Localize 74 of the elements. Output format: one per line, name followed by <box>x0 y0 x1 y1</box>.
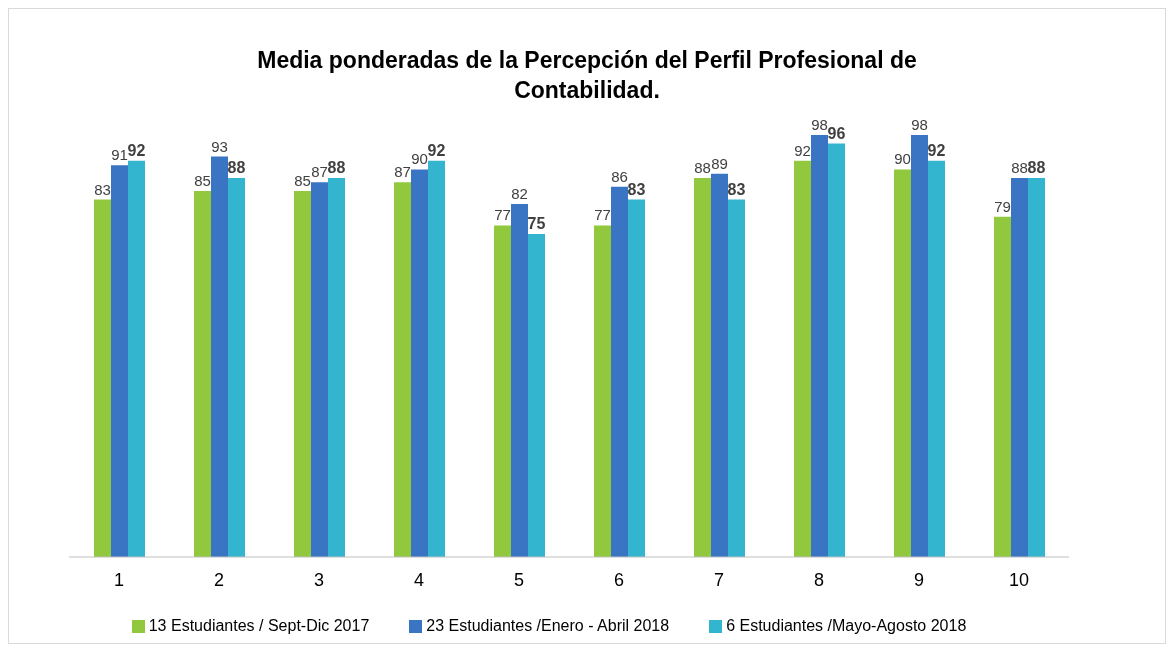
data-label: 91 <box>111 146 128 164</box>
bar <box>228 178 245 557</box>
data-label: 89 <box>711 154 728 172</box>
data-label: 77 <box>494 206 511 224</box>
data-label: 93 <box>211 137 228 155</box>
bar <box>594 225 611 557</box>
data-label: 77 <box>594 206 611 224</box>
data-label: 88 <box>1027 159 1046 177</box>
bar <box>294 190 311 557</box>
bar <box>528 234 545 557</box>
x-tick-label: 8 <box>813 569 825 590</box>
x-tick-label: 10 <box>1008 569 1030 590</box>
bar <box>494 225 511 557</box>
legend-label: 23 Estudiantes /Enero - Abril 2018 <box>426 617 670 634</box>
bar <box>1011 178 1028 557</box>
bar <box>411 169 428 557</box>
data-label: 87 <box>311 163 328 181</box>
data-label: 83 <box>627 180 646 198</box>
legend-label: 6 Estudiantes /Mayo-Agosto 2018 <box>726 617 967 634</box>
bar <box>794 160 811 557</box>
bar <box>611 186 628 557</box>
bar <box>511 203 528 557</box>
data-label: 92 <box>927 141 946 159</box>
legend-label: 13 Estudiantes / Sept-Dic 2017 <box>148 617 370 634</box>
bar <box>811 135 828 557</box>
bar <box>628 199 645 557</box>
bar <box>911 135 928 557</box>
data-label: 83 <box>727 180 746 198</box>
x-tick-label: 1 <box>113 569 125 590</box>
bar <box>711 173 728 557</box>
data-label: 85 <box>294 171 311 189</box>
bar <box>694 178 711 557</box>
x-tick-label: 5 <box>513 569 525 590</box>
data-label: 79 <box>994 197 1011 215</box>
data-label: 87 <box>394 163 411 181</box>
bar <box>894 169 911 557</box>
data-label: 88 <box>327 159 346 177</box>
data-label: 88 <box>1011 159 1028 177</box>
data-label: 98 <box>911 116 928 133</box>
bar <box>1028 178 1045 557</box>
bar <box>428 160 445 557</box>
data-label: 83 <box>94 180 111 198</box>
bar <box>94 199 111 557</box>
bar <box>128 160 145 557</box>
bar <box>328 178 345 557</box>
bar <box>111 165 128 557</box>
x-tick-label: 4 <box>413 569 425 590</box>
bar <box>728 199 745 557</box>
data-label: 96 <box>827 124 846 142</box>
x-tick-label: 3 <box>313 569 325 590</box>
bar <box>828 143 845 557</box>
data-label: 90 <box>894 150 911 168</box>
data-label: 92 <box>127 141 146 159</box>
x-tick-label: 2 <box>213 569 225 590</box>
data-label: 88 <box>227 159 246 177</box>
bar <box>311 182 328 557</box>
bar <box>994 216 1011 557</box>
x-tick-label: 9 <box>913 569 925 590</box>
x-tick-label: 7 <box>713 569 725 590</box>
bar <box>394 182 411 557</box>
data-label: 75 <box>527 215 546 233</box>
bar <box>194 190 211 557</box>
data-label: 92 <box>794 141 811 159</box>
bar <box>211 156 228 557</box>
data-label: 88 <box>694 159 711 177</box>
data-label: 82 <box>511 184 528 202</box>
x-tick-label: 6 <box>613 569 625 590</box>
data-label: 85 <box>194 171 211 189</box>
data-label: 86 <box>611 167 628 185</box>
data-label: 92 <box>427 141 446 159</box>
data-label: 90 <box>411 150 428 168</box>
chart-title: Media ponderadas de la Percepción del Perfil Profesional de Contabilidad. <box>256 46 918 105</box>
data-label: 98 <box>811 116 828 133</box>
bar <box>928 160 945 557</box>
